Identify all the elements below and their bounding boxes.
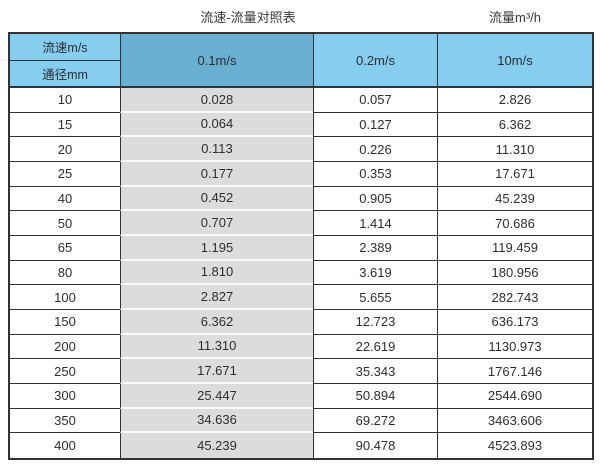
value-cell-10ms: 1130.973: [437, 334, 592, 360]
value-cell-10ms: 17.671: [437, 161, 592, 187]
value-cell-10ms: 2.826: [437, 88, 592, 113]
value-cell-0.1ms: 0.064: [120, 112, 313, 138]
value-cell-0.2ms: 50.894: [313, 383, 437, 409]
value-cell-0.1ms: 34.636: [120, 408, 313, 434]
value-cell-10ms: 119.459: [437, 235, 592, 261]
value-cell-10ms: 282.743: [437, 285, 592, 310]
col-header-0.2ms: 0.2m/s: [313, 34, 437, 88]
value-cell-0.2ms: 0.057: [313, 88, 437, 113]
value-cell-0.1ms: 1.810: [120, 260, 313, 286]
value-cell-0.1ms: 11.310: [120, 334, 313, 360]
value-cell-0.2ms: 1.414: [313, 211, 437, 236]
diameter-cell: 350: [10, 409, 120, 434]
value-cell-10ms: 70.686: [437, 211, 592, 236]
value-cell-0.1ms: 25.447: [120, 383, 313, 409]
diameter-cell: 200: [10, 335, 120, 360]
value-cell-10ms: 11.310: [437, 137, 592, 162]
value-cell-10ms: 636.173: [437, 309, 592, 335]
page-title: 流速-流量对照表: [200, 10, 296, 25]
diameter-cell: 25: [10, 162, 120, 187]
value-cell-0.2ms: 3.619: [313, 260, 437, 286]
diameter-cell: 15: [10, 113, 120, 138]
value-cell-0.2ms: 12.723: [313, 309, 437, 335]
value-cell-0.1ms: 6.362: [120, 309, 313, 335]
value-cell-0.2ms: 35.343: [313, 359, 437, 384]
value-cell-0.1ms: 0.177: [120, 161, 313, 187]
value-cell-10ms: 180.956: [437, 260, 592, 286]
corner-header-cell: 流速m/s 通径mm: [10, 34, 120, 88]
value-cell-0.1ms: 0.028: [120, 88, 313, 113]
value-cell-0.1ms: 0.707: [120, 211, 313, 236]
value-cell-10ms: 45.239: [437, 186, 592, 212]
value-cell-0.2ms: 2.389: [313, 235, 437, 261]
diameter-cell: 80: [10, 261, 120, 286]
value-cell-0.1ms: 45.239: [120, 433, 313, 458]
value-cell-0.1ms: 1.195: [120, 235, 313, 261]
diameter-cell: 10: [10, 88, 120, 113]
velocity-header-label: 流速m/s: [10, 34, 120, 61]
diameter-cell: 300: [10, 384, 120, 409]
value-cell-0.1ms: 0.452: [120, 186, 313, 212]
value-cell-0.1ms: 2.827: [120, 285, 313, 310]
diameter-cell: 150: [10, 310, 120, 335]
diameter-cell: 20: [10, 137, 120, 162]
diameter-cell: 400: [54, 438, 76, 454]
value-cell-0.2ms: 5.655: [313, 285, 437, 310]
flow-rate-table: 流速m/s 通径mm 0.1m/s 0.2m/s 10m/s 10 0.028 …: [8, 32, 594, 460]
value-cell-10ms: 2544.690: [437, 383, 592, 409]
diameter-cell: 100: [10, 285, 120, 310]
value-cell-10ms: 3463.606: [437, 408, 592, 434]
value-cell-10ms: 6.362: [437, 112, 592, 138]
value-cell-0.2ms: 90.478: [313, 433, 437, 458]
diameter-cell: 65: [10, 236, 120, 261]
diameter-cell: 250: [10, 359, 120, 384]
value-cell-0.2ms: 0.127: [313, 112, 437, 138]
col-header-10ms: 10m/s: [437, 34, 592, 88]
value-cell-0.2ms: 0.226: [313, 137, 437, 162]
diameter-cell: 50: [10, 211, 120, 236]
value-cell-10ms: 4523.893: [437, 433, 592, 458]
diameter-header-label: 通径mm: [42, 67, 88, 82]
title-bar: 流速-流量对照表 流量m³/h: [0, 0, 600, 32]
value-cell-0.1ms: 17.671: [120, 359, 313, 384]
unit-label: 流量m³/h: [488, 10, 541, 25]
value-cell-10ms: 1767.146: [437, 359, 592, 384]
value-cell-0.2ms: 22.619: [313, 334, 437, 360]
col-header-0.1ms: 0.1m/s: [120, 34, 313, 88]
value-cell-0.2ms: 0.353: [313, 161, 437, 187]
value-cell-0.2ms: 69.272: [313, 408, 437, 434]
value-cell-0.1ms: 0.113: [120, 137, 313, 162]
diameter-cell: 40: [10, 187, 120, 212]
value-cell-0.2ms: 0.905: [313, 186, 437, 212]
